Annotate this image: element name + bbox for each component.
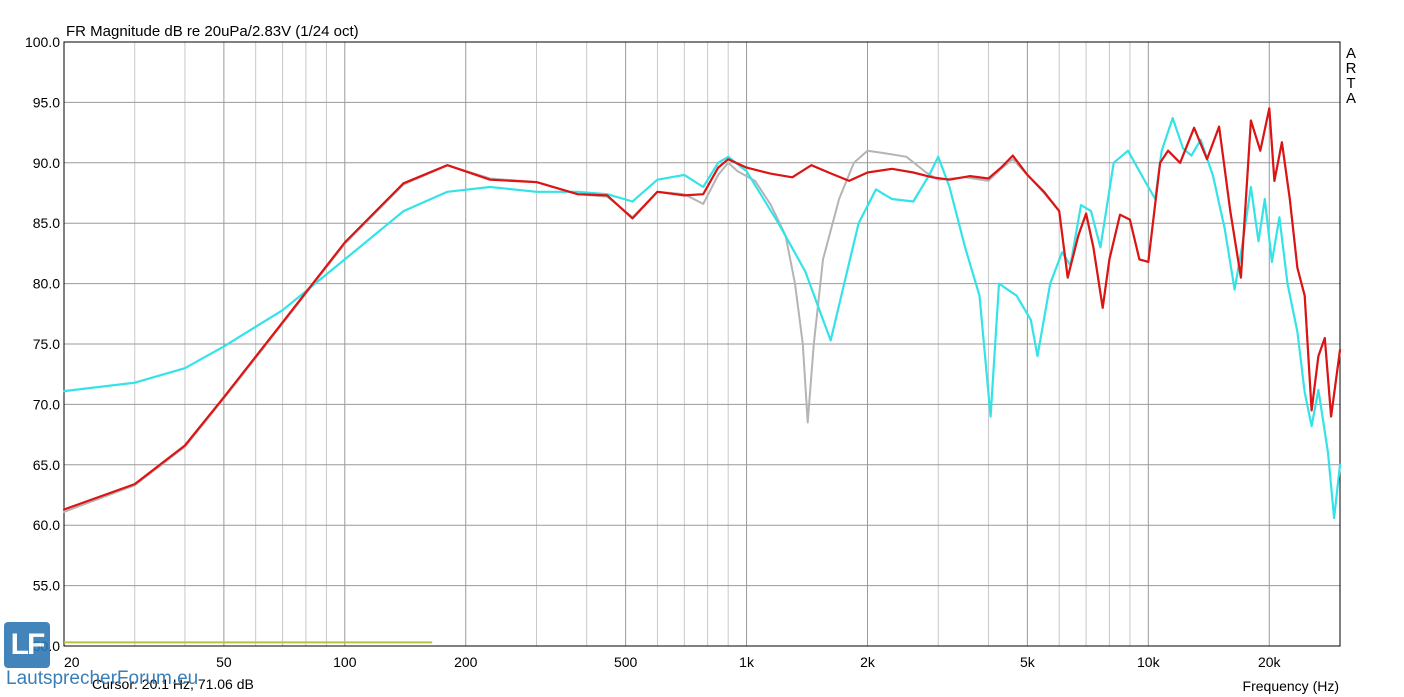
brand-letter: R [1346,60,1357,77]
y-tick-label: 70.0 [33,396,60,412]
x-tick-label: 50 [216,654,232,670]
x-tick-label: 2k [860,654,876,670]
cursor-readout: Cursor: 20.1 Hz, 71.06 dB [92,676,254,692]
brand-letter: T [1346,75,1355,92]
series-line-2 [62,117,1342,520]
brand-letter: A [1346,90,1356,107]
x-tick-label: 200 [454,654,478,670]
chart-title: FR Magnitude dB re 20uPa/2.83V (1/24 oct… [66,23,359,40]
series-group [62,107,1342,520]
x-axis-label: Frequency (Hz) [1243,678,1339,694]
y-tick-label: 90.0 [33,155,60,171]
y-tick-label: 95.0 [33,94,60,110]
y-tick-label: 80.0 [33,276,60,292]
x-tick-label: 5k [1020,654,1036,670]
x-tick-label: 20 [64,654,80,670]
logo-mark: LF [4,622,50,668]
y-tick-label: 100.0 [25,34,60,50]
x-axis-ticks: 20 50 100 200 500 1k 2k 5k 10k 20k [64,654,1282,670]
series-line-3 [62,107,1342,511]
y-tick-label: 75.0 [33,336,60,352]
x-tick-label: 10k [1137,654,1161,670]
x-tick-label: 20k [1258,654,1282,670]
plot-frame [63,41,1341,647]
y-tick-label: 55.0 [33,578,60,594]
x-tick-label: 100 [333,654,357,670]
x-tick-label: 1k [739,654,755,670]
x-tick-label: 500 [614,654,638,670]
y-axis-ticks: 50.055.060.065.070.075.080.085.090.095.0… [25,34,60,654]
brand-letter: A [1346,45,1356,62]
site-logo: LF LautsprecherForum.eu [4,622,242,694]
y-tick-label: 85.0 [33,215,60,231]
y-tick-label: 65.0 [33,457,60,473]
y-tick-label: 60.0 [33,517,60,533]
logo-text: LautsprecherForum.eu [6,668,199,689]
grid-lines [63,41,1341,647]
